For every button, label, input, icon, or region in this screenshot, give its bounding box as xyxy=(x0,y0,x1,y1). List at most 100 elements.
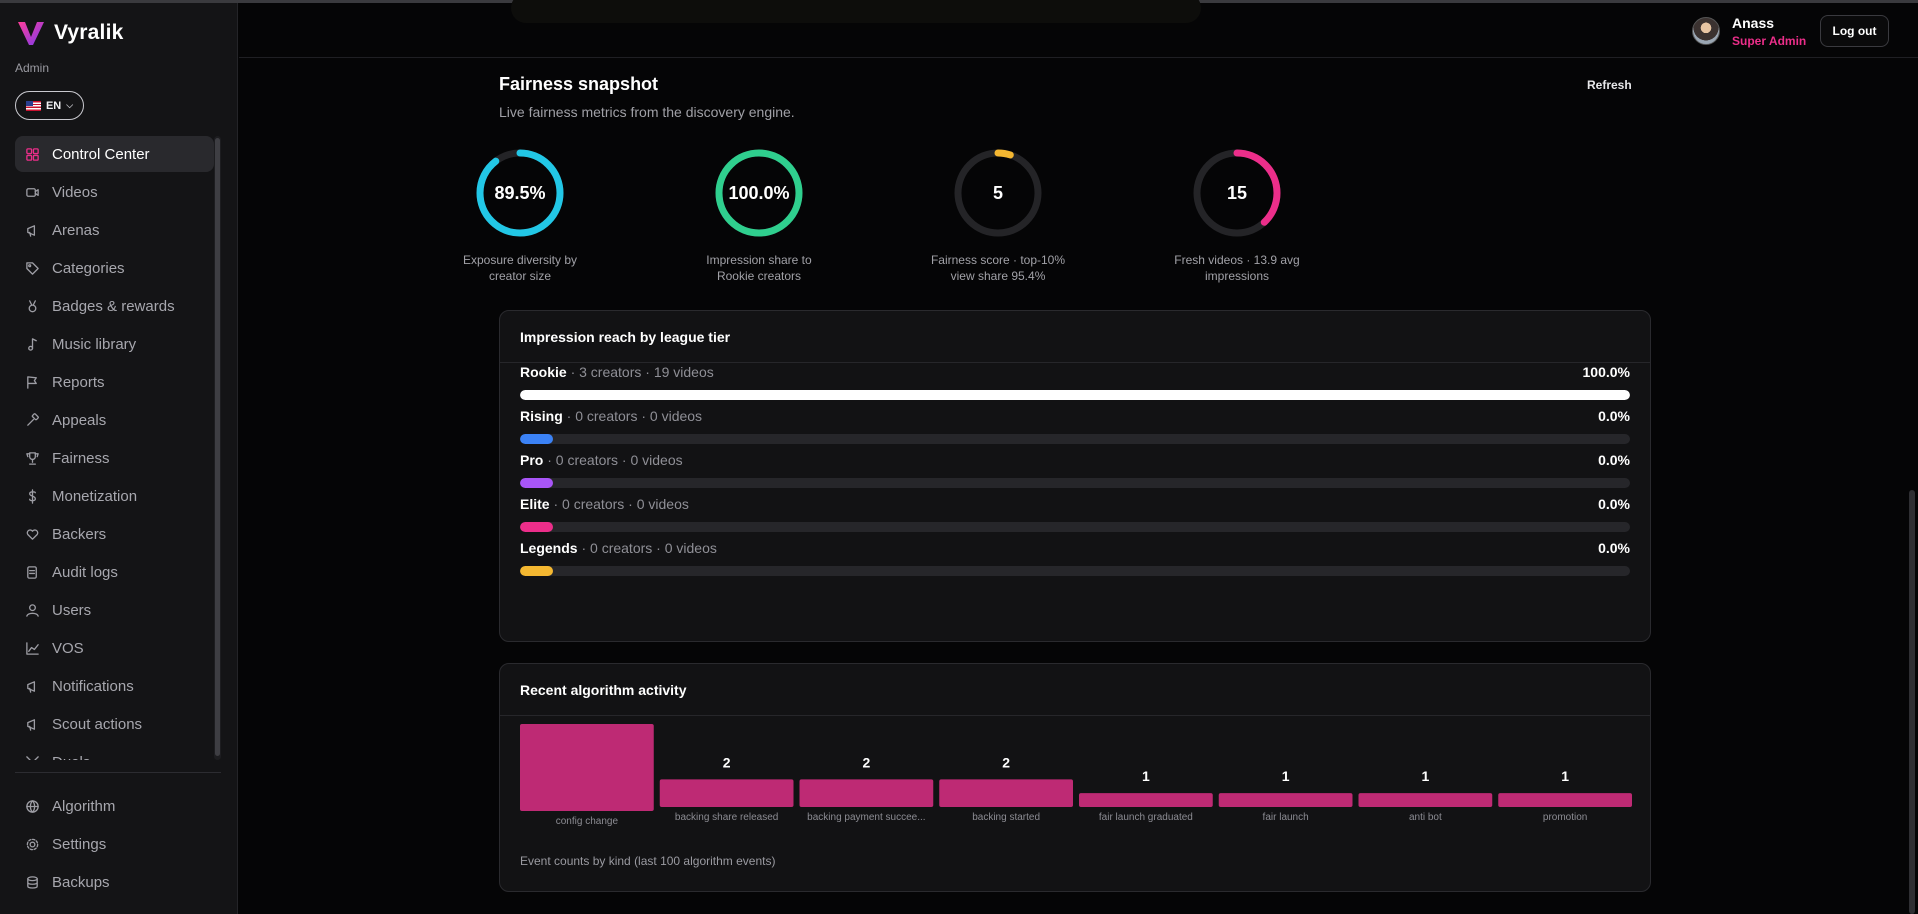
sidebar-item-label: Reports xyxy=(52,373,105,391)
tier-meta: · 0 creators · 0 videos xyxy=(549,496,689,512)
impression-reach-card: Impression reach by league tier Rookie ·… xyxy=(499,310,1651,642)
activity-bar-value: 1 xyxy=(1561,768,1569,784)
activity-bar[interactable] xyxy=(1218,793,1353,807)
tier-progress-track xyxy=(520,390,1630,400)
sidebar-item-music-library[interactable]: Music library xyxy=(15,326,214,362)
sidebar-item-backers[interactable]: Backers xyxy=(15,516,214,552)
tier-percent: 0.0% xyxy=(1598,452,1630,468)
sidebar-nav: Control Center Videos Arenas Categories Badg… xyxy=(15,136,214,760)
us-flag-icon xyxy=(25,100,41,111)
activity-bar[interactable] xyxy=(659,779,794,807)
gauge-progress xyxy=(1193,149,1281,237)
sidebar-item-label: Backers xyxy=(52,525,107,543)
user-icon xyxy=(25,603,40,618)
tag-icon xyxy=(25,261,40,276)
gauge-value: 89.5% xyxy=(494,183,546,203)
logout-button[interactable]: Log out xyxy=(1820,15,1889,47)
user-name: Anass xyxy=(1732,15,1775,31)
refresh-button[interactable]: Refresh xyxy=(1587,78,1632,92)
language-selector[interactable]: EN ⌵ xyxy=(15,91,84,120)
fairness-subtitle: Live fairness metrics from the discovery… xyxy=(499,104,795,120)
sidebar-item-label: Settings xyxy=(52,835,107,853)
activity-bar-category: backing started xyxy=(972,812,1040,823)
megaphone-icon xyxy=(25,679,40,694)
avatar[interactable] xyxy=(1692,17,1720,45)
music-note-icon xyxy=(25,337,40,352)
sidebar: Vyralik Admin EN ⌵ Control Center Videos A… xyxy=(0,3,238,914)
tier-meta: · 0 creators · 0 videos xyxy=(562,408,703,424)
scroll-icon xyxy=(25,565,40,580)
sidebar-item-categories[interactable]: Categories xyxy=(15,250,214,286)
sidebar-item-users[interactable]: Users xyxy=(15,592,214,628)
activity-bar[interactable] xyxy=(939,779,1073,807)
activity-bar-value: 1 xyxy=(1421,768,1429,784)
gauge-label: Fresh videos · 13.9 avg impressions xyxy=(1174,253,1300,283)
gavel-icon xyxy=(25,412,40,428)
tier-progress-fill xyxy=(520,566,554,576)
sidebar-item-scout-actions[interactable]: Scout actions xyxy=(15,706,214,742)
flag-icon xyxy=(25,375,40,390)
sidebar-item-label: Appeals xyxy=(52,411,107,429)
grid-icon xyxy=(25,147,40,162)
tier-progress-track xyxy=(520,566,1630,576)
sidebar-item-settings[interactable]: Settings xyxy=(15,826,214,862)
activity-bar[interactable] xyxy=(1498,793,1632,807)
sidebar-item-label: Notifications xyxy=(52,677,134,695)
sidebar-item-arenas[interactable]: Arenas xyxy=(15,212,214,248)
sidebar-scrollbar[interactable] xyxy=(214,136,221,760)
fairness-gauge: 100.0% Impression share to Rookie creator… xyxy=(659,136,859,284)
tier-progress-track xyxy=(520,522,1630,532)
gauge-label: Impression share to Rookie creators xyxy=(706,253,812,283)
activity-bar[interactable] xyxy=(1079,793,1213,807)
trophy-icon xyxy=(25,451,40,466)
sidebar-item-notifications[interactable]: Notifications xyxy=(15,668,214,704)
swords-icon xyxy=(25,755,40,760)
activity-bar[interactable] xyxy=(520,724,654,811)
sidebar-item-appeals[interactable]: Appeals xyxy=(15,402,214,438)
main-scrollbar[interactable] xyxy=(1909,490,1915,914)
sidebar-item-label: Categories xyxy=(52,259,125,277)
sidebar-item-videos[interactable]: Videos xyxy=(15,174,214,210)
activity-bar-value: 2 xyxy=(862,754,870,770)
tier-percent: 0.0% xyxy=(1598,408,1630,424)
app-logo[interactable]: Vyralik xyxy=(16,19,124,47)
sidebar-bottom-nav: Algorithm Settings Backups xyxy=(15,788,214,902)
sidebar-item-badges-rewards[interactable]: Badges & rewards xyxy=(15,288,214,324)
fairness-title: Fairness snapshot xyxy=(499,74,659,94)
sidebar-item-control-center[interactable]: Control Center xyxy=(15,136,214,172)
gauge-value: 5 xyxy=(992,183,1003,203)
gauge-label: Fairness score · top-10% view share 95.4… xyxy=(930,253,1066,283)
sidebar-item-backups[interactable]: Backups xyxy=(15,864,214,900)
language-label: EN xyxy=(45,99,62,112)
sidebar-item-audit-logs[interactable]: Audit logs xyxy=(15,554,214,590)
tier-name: Rookie xyxy=(520,364,567,380)
activity-bar[interactable] xyxy=(1358,793,1493,807)
gauge-value: 100.0% xyxy=(728,183,790,203)
sidebar-divider xyxy=(15,772,221,773)
tier-row: Pro · 0 creators · 0 videos 0.0% xyxy=(520,451,1630,488)
sidebar-item-duels[interactable]: Duels xyxy=(15,744,214,760)
sidebar-item-reports[interactable]: Reports xyxy=(15,364,214,400)
tier-name: Pro xyxy=(520,452,544,468)
fairness-gauge: 89.5% Exposure diversity by creator size xyxy=(420,136,620,284)
tier-row: Elite · 0 creators · 0 videos 0.0% xyxy=(520,495,1630,532)
activity-bar[interactable] xyxy=(799,779,934,807)
sidebar-item-label: Monetization xyxy=(52,487,138,505)
sidebar-item-monetization[interactable]: Monetization xyxy=(15,478,214,514)
video-icon xyxy=(25,185,40,200)
tier-percent: 0.0% xyxy=(1598,496,1630,512)
sidebar-item-label: Duels xyxy=(52,754,90,761)
activity-bar-category: backing share released xyxy=(675,812,778,823)
tier-percent: 100.0% xyxy=(1582,364,1630,380)
sidebar-item-algorithm[interactable]: Algorithm xyxy=(15,788,214,824)
tier-progress-fill xyxy=(520,522,554,532)
top-search-shadow xyxy=(511,0,1201,23)
sidebar-item-vos[interactable]: VOS xyxy=(15,630,214,666)
megaphone-icon xyxy=(25,223,40,238)
sidebar-scrollbar-thumb[interactable] xyxy=(215,138,220,756)
sidebar-item-label: Arenas xyxy=(52,221,100,239)
sidebar-item-fairness[interactable]: Fairness xyxy=(15,440,214,476)
activity-bar-value: 2 xyxy=(1002,754,1010,770)
tier-percent: 0.0% xyxy=(1598,540,1630,556)
